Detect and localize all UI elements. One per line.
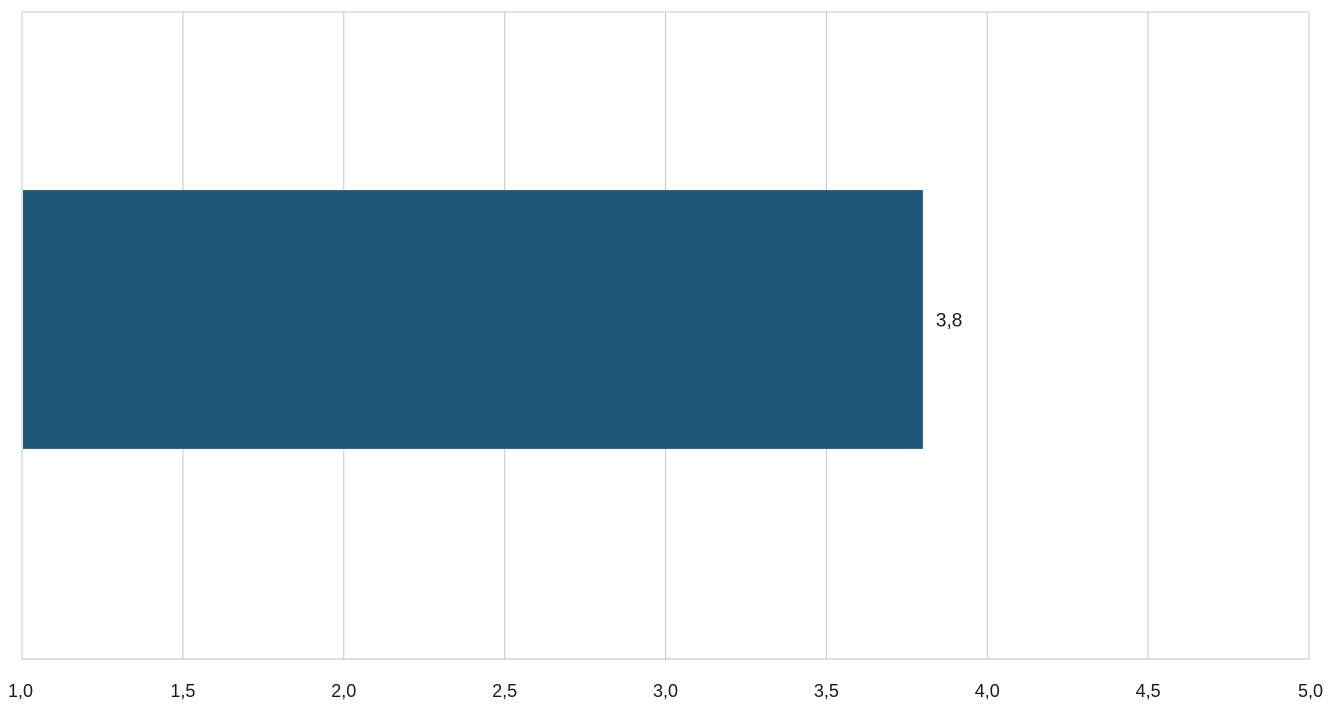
- data-label-0: 3,8: [936, 311, 962, 332]
- x-tick-label-7: 4,5: [1136, 681, 1161, 701]
- x-tick-label-2: 2,0: [331, 681, 356, 701]
- x-tick-label-5: 3,5: [814, 681, 839, 701]
- x-axis-tick-labels: 1,0 1,5 2,0 2,5 3,0 3,5 4,0 4,5 5,0: [8, 681, 1323, 701]
- x-tick-label-3: 2,5: [492, 681, 517, 701]
- bars: [23, 190, 923, 449]
- data-labels: 3,8: [936, 311, 962, 332]
- bar-0: [23, 190, 923, 449]
- x-tick-label-4: 3,0: [653, 681, 678, 701]
- x-tick-label-6: 4,0: [975, 681, 1000, 701]
- x-tick-label-8: 5,0: [1298, 681, 1323, 701]
- x-tick-label-1: 1,5: [170, 681, 195, 701]
- x-tick-label-0: 1,0: [8, 681, 33, 701]
